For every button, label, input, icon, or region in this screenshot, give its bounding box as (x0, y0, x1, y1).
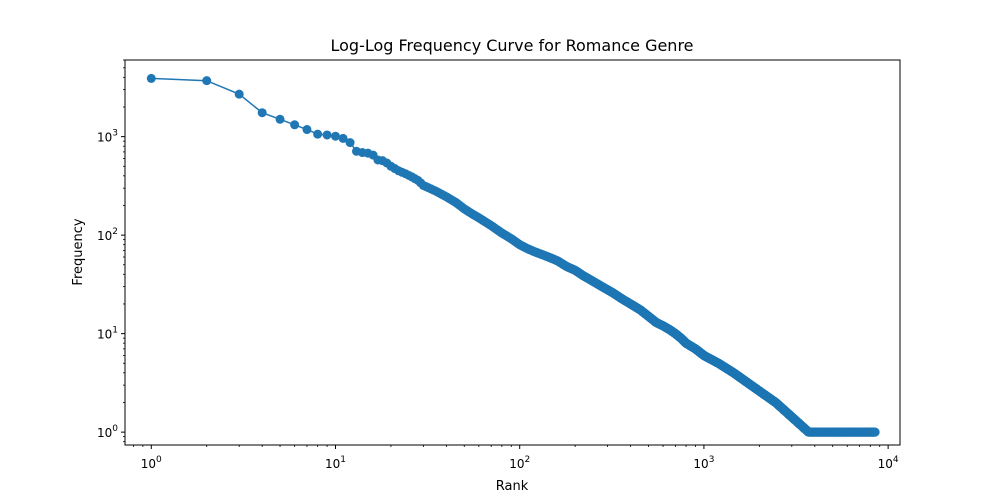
x-tick-base: 10 (141, 457, 156, 471)
y-tick-exponent: 0 (112, 424, 118, 434)
x-tick-label: 104 (878, 455, 899, 471)
chart-title: Log-Log Frequency Curve for Romance Genr… (330, 36, 693, 55)
data-points (146, 73, 880, 437)
data-point (257, 108, 267, 118)
x-tick-base: 10 (878, 457, 893, 471)
y-tick-exponent: 2 (112, 227, 118, 237)
data-point (202, 76, 212, 86)
x-tick-exponent: 4 (893, 455, 899, 465)
y-tick-base: 10 (97, 229, 112, 243)
y-tick-base: 10 (97, 426, 112, 440)
x-axis-ticks: 100 101 102 103 104 (133, 445, 899, 471)
data-point (397, 167, 407, 177)
y-tick-label: 103 (97, 129, 118, 145)
data-point (338, 133, 348, 143)
y-tick-label: 102 (97, 227, 118, 243)
x-tick-exponent: 1 (340, 455, 346, 465)
x-tick-exponent: 2 (524, 455, 530, 465)
data-point (330, 131, 340, 141)
x-tick-exponent: 3 (709, 455, 715, 465)
y-tick-base: 10 (97, 328, 112, 342)
y-tick-exponent: 3 (112, 129, 118, 139)
x-tick-exponent: 0 (156, 455, 162, 465)
data-point (275, 114, 285, 124)
data-point (870, 427, 880, 437)
x-tick-base: 10 (693, 457, 708, 471)
data-point (313, 129, 323, 139)
x-tick-base: 10 (509, 457, 524, 471)
data-point (302, 125, 312, 135)
x-axis-label: Rank (496, 479, 529, 494)
y-tick-label: 101 (97, 326, 118, 342)
x-tick-label: 100 (141, 455, 162, 471)
y-tick-base: 10 (97, 131, 112, 145)
x-tick-base: 10 (325, 457, 340, 471)
y-axis-label: Frequency (71, 218, 86, 285)
data-point (390, 164, 400, 174)
data-point (146, 73, 156, 83)
series-line (151, 77, 876, 433)
y-tick-label: 100 (97, 424, 118, 440)
x-tick-label: 102 (509, 455, 530, 471)
data-point (345, 138, 355, 148)
data-point (234, 89, 244, 99)
data-point (322, 130, 332, 140)
plot-frame (124, 59, 901, 446)
x-tick-label: 103 (693, 455, 714, 471)
data-point (290, 120, 300, 130)
x-tick-label: 101 (325, 455, 346, 471)
y-tick-exponent: 1 (112, 326, 118, 336)
